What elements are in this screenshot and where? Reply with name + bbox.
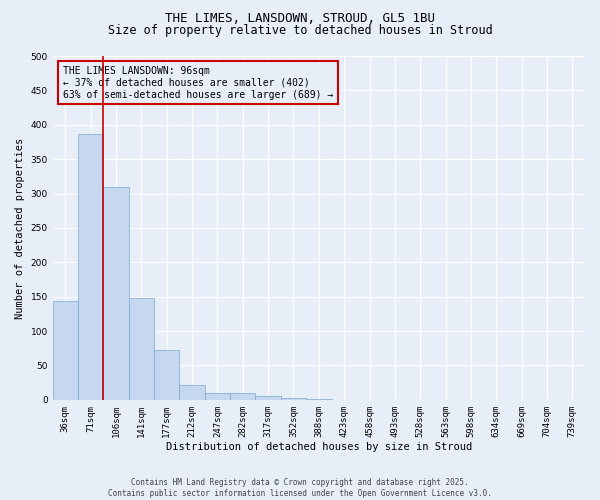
Bar bbox=[53, 301, 78, 400]
Text: THE LIMES, LANSDOWN, STROUD, GL5 1BU: THE LIMES, LANSDOWN, STROUD, GL5 1BU bbox=[165, 12, 435, 26]
Bar bbox=[78, 134, 103, 400]
Y-axis label: Number of detached properties: Number of detached properties bbox=[15, 138, 25, 318]
Text: Size of property relative to detached houses in Stroud: Size of property relative to detached ho… bbox=[107, 24, 493, 37]
Bar bbox=[281, 398, 306, 400]
Bar bbox=[306, 399, 332, 400]
Bar bbox=[154, 350, 179, 400]
Text: THE LIMES LANSDOWN: 96sqm
← 37% of detached houses are smaller (402)
63% of semi: THE LIMES LANSDOWN: 96sqm ← 37% of detac… bbox=[64, 66, 334, 100]
Bar bbox=[129, 298, 154, 400]
Bar bbox=[179, 384, 205, 400]
Bar bbox=[256, 396, 281, 400]
Bar bbox=[205, 393, 230, 400]
Bar bbox=[103, 186, 129, 400]
X-axis label: Distribution of detached houses by size in Stroud: Distribution of detached houses by size … bbox=[166, 442, 472, 452]
Text: Contains HM Land Registry data © Crown copyright and database right 2025.
Contai: Contains HM Land Registry data © Crown c… bbox=[108, 478, 492, 498]
Bar bbox=[230, 393, 256, 400]
